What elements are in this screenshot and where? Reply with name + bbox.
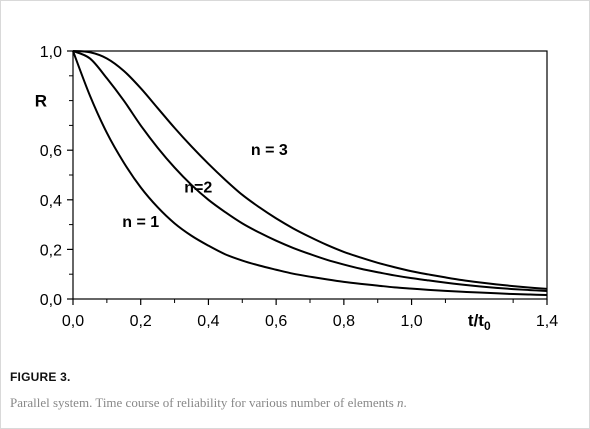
series-line-3 [72,50,548,290]
y-axis-title: R [35,92,47,111]
y-tick-label: 0,6 [40,143,62,160]
series-annotation-2: n=2 [184,179,212,196]
x-tick-label: 0,2 [130,313,152,330]
figure-caption-end: . [403,395,407,410]
plot-frame [72,50,548,300]
figure-label: FIGURE 3. [10,370,71,384]
x-tick-label: 1,0 [400,313,422,330]
series-annotation-3: n = 3 [251,142,288,159]
figure-caption-text: Parallel system. Time course of reliabil… [10,395,394,410]
x-tick-label: 0,8 [333,313,355,330]
x-tick-label: 0,0 [62,313,84,330]
x-axis-title: t/t0 [468,311,491,333]
figure-caption: Parallel system. Time course of reliabil… [10,395,407,411]
y-tick-label: 1,0 [40,44,62,61]
series-annotation-1: n = 1 [122,214,159,231]
x-tick-label: 0,6 [265,313,287,330]
chart: 0,0 0,2 0,4 0,6 0,8 1,0 1,4 0,0 0,2 0,4 0,6 1,0 Rt/t… [35,44,559,333]
y-tick-label: 0,4 [40,193,62,210]
series-line-1 [72,50,548,297]
y-tick-label: 0,2 [40,242,62,259]
x-tick-label: 0,4 [197,313,219,330]
x-tick-label: 1,4 [536,313,558,330]
y-tick-label: 0,0 [40,292,62,309]
figure-caption-variable: n [397,395,404,410]
series-line-2 [72,50,548,293]
